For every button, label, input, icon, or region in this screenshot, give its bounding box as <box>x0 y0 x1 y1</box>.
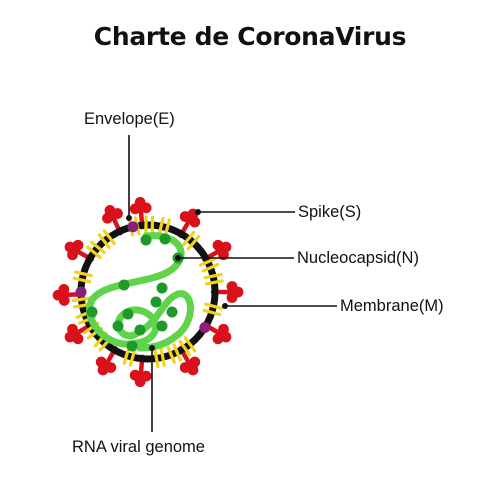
membrane-protein <box>172 343 182 362</box>
membrane-protein <box>122 346 131 365</box>
membrane-protein <box>204 302 223 310</box>
membrane-protein <box>183 336 197 353</box>
membrane-protein <box>153 349 160 369</box>
membrane-protein <box>186 235 201 251</box>
envelope-protein <box>199 322 211 334</box>
label-membrane: Membrane(M) <box>340 297 444 315</box>
membrane-protein <box>204 279 224 286</box>
membrane-protein <box>97 233 111 250</box>
membrane-protein <box>86 245 102 259</box>
rna-genome-strand <box>86 232 194 352</box>
membrane-protein <box>202 308 222 317</box>
label-rna-genome: RNA viral genome <box>72 438 205 456</box>
envelope-proteins <box>75 221 211 334</box>
membrane-protein <box>74 270 93 278</box>
membrane-protein <box>166 345 176 364</box>
membrane-protein <box>128 347 137 367</box>
membrane-protein <box>90 240 106 254</box>
page-title: Charte de CoronaVirus <box>93 22 407 51</box>
envelope-protein <box>75 286 87 298</box>
membrane-protein <box>159 347 166 367</box>
membrane-protein <box>163 218 171 238</box>
membrane-protein <box>181 230 196 247</box>
membrane-protein <box>201 262 220 273</box>
callout-envelope: Envelope(E) <box>84 110 175 221</box>
callout-spike: Spike(S) <box>195 203 361 221</box>
membrane-protein <box>198 256 217 267</box>
callout-rna: RNA viral genome <box>72 345 205 456</box>
callout-membrane: Membrane(M) <box>222 297 444 315</box>
label-spike: Spike(S) <box>298 203 361 221</box>
label-nucleocapsid: Nucleocapsid(N) <box>297 249 419 267</box>
envelope-protein <box>127 221 139 233</box>
callout-nucleocapsid: Nucleocapsid(N) <box>175 249 419 267</box>
membrane-protein <box>178 340 192 357</box>
nucleocapsid-proteins <box>86 233 184 352</box>
membrane-protein <box>72 276 92 284</box>
membrane-protein <box>71 296 91 303</box>
membrane-protein <box>157 216 165 236</box>
spike-protein <box>102 205 123 236</box>
membrane-protein <box>203 272 223 280</box>
label-envelope: Envelope(E) <box>84 110 175 128</box>
membrane-protein <box>102 229 116 246</box>
